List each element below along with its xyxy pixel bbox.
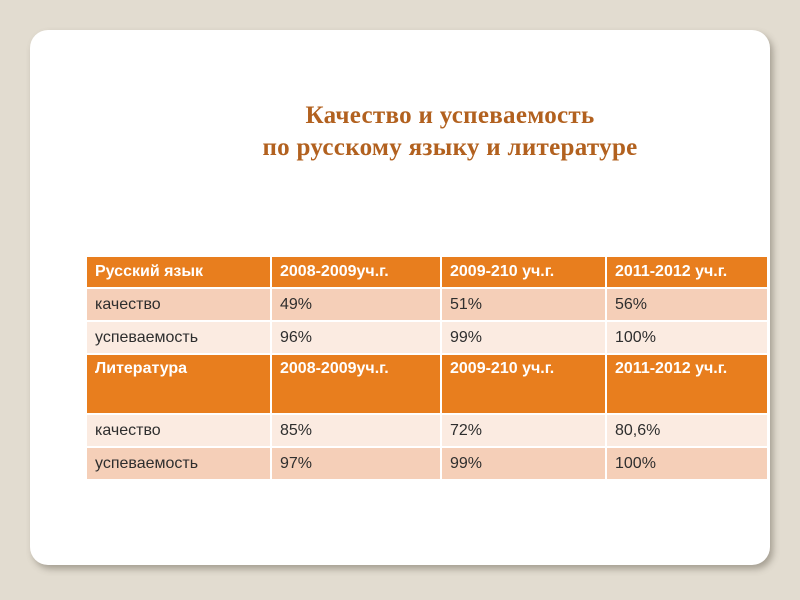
- row-russian-quality: качество 49% 51% 56%: [85, 287, 769, 322]
- header-cell-subject: Русский язык: [85, 255, 272, 289]
- header-row-russian: Русский язык 2008-2009уч.г. 2009-210 уч.…: [85, 255, 769, 289]
- row-label: качество: [85, 287, 272, 322]
- row-literature-performance: успеваемость 97% 99% 100%: [85, 446, 769, 481]
- results-table: Русский язык 2008-2009уч.г. 2009-210 уч.…: [85, 255, 769, 481]
- value-cell: 49%: [270, 287, 442, 322]
- header-row-literature: Литература 2008-2009уч.г. 2009-210 уч.г.…: [85, 353, 769, 415]
- header-cell-year3: 2011-2012 уч.г.: [605, 255, 769, 289]
- row-literature-quality: качество 85% 72% 80,6%: [85, 413, 769, 448]
- slide-title-line2: по русскому языку и литературе: [262, 134, 638, 161]
- header-cell-year2: 2009-210 уч.г.: [440, 353, 607, 415]
- header-cell-year1: 2008-2009уч.г.: [270, 255, 442, 289]
- row-label: успеваемость: [85, 320, 272, 355]
- value-cell: 51%: [440, 287, 607, 322]
- header-cell-year2: 2009-210 уч.г.: [440, 255, 607, 289]
- slide-card: Качество и успеваемость по русскому язык…: [30, 30, 770, 565]
- value-cell: 100%: [605, 320, 769, 355]
- value-cell: 80,6%: [605, 413, 769, 448]
- header-cell-year1: 2008-2009уч.г.: [270, 353, 442, 415]
- value-cell: 99%: [440, 446, 607, 481]
- value-cell: 96%: [270, 320, 442, 355]
- value-cell: 72%: [440, 413, 607, 448]
- value-cell: 97%: [270, 446, 442, 481]
- value-cell: 100%: [605, 446, 769, 481]
- header-cell-subject: Литература: [85, 353, 272, 415]
- slide-title-line1: Качество и успеваемость: [305, 102, 595, 129]
- value-cell: 99%: [440, 320, 607, 355]
- row-label: качество: [85, 413, 272, 448]
- value-cell: 85%: [270, 413, 442, 448]
- slide-title: Качество и успеваемость по русскому язык…: [80, 100, 800, 164]
- header-cell-year3: 2011-2012 уч.г.: [605, 353, 769, 415]
- value-cell: 56%: [605, 287, 769, 322]
- row-label: успеваемость: [85, 446, 272, 481]
- row-russian-performance: успеваемость 96% 99% 100%: [85, 320, 769, 355]
